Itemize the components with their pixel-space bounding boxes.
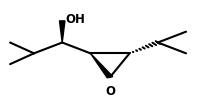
Polygon shape [59,21,65,43]
Text: OH: OH [66,13,85,26]
Text: O: O [105,85,115,98]
Polygon shape [90,53,113,78]
